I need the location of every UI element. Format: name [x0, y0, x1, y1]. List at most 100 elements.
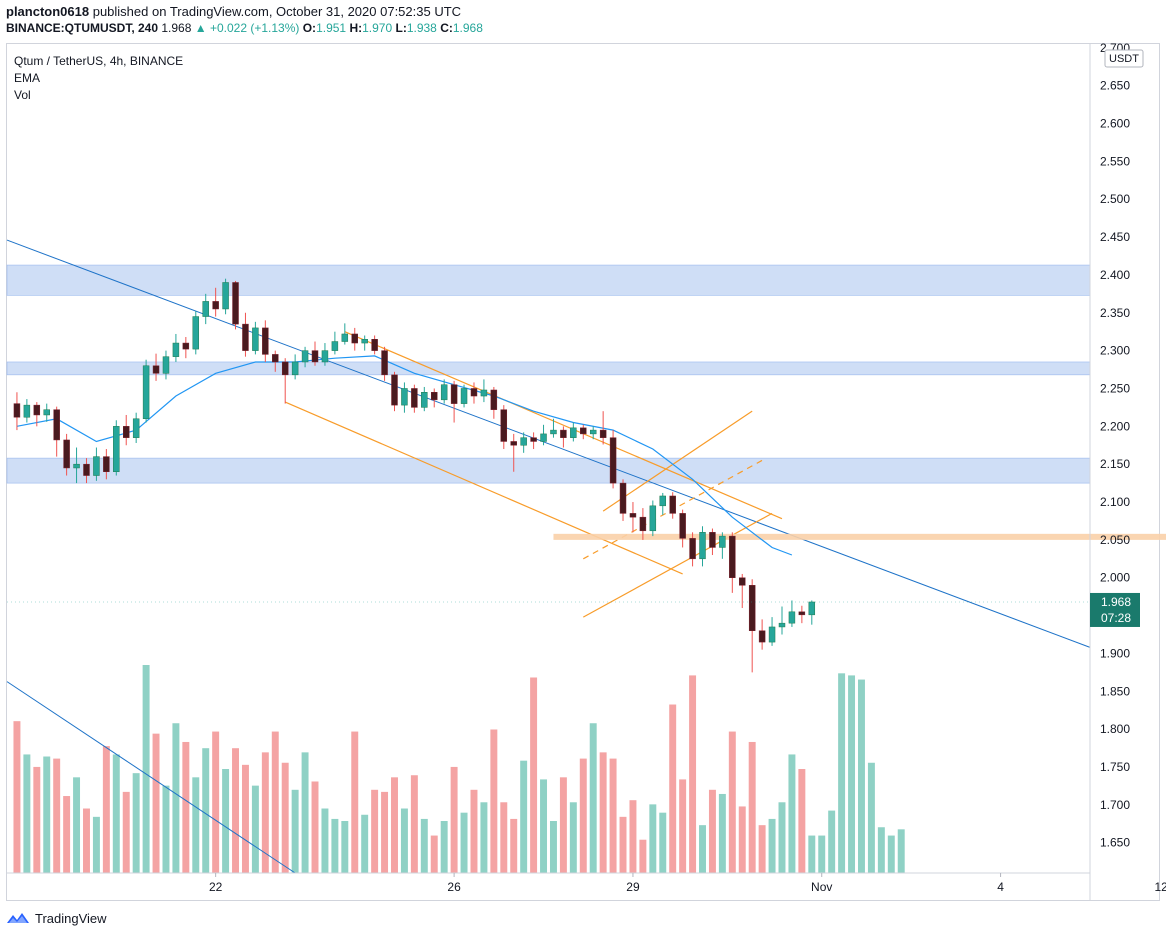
- price-tick-label: 1.900: [1100, 646, 1130, 660]
- volume-bar: [222, 769, 230, 873]
- candle: [709, 528, 716, 556]
- time-tick-label: 26: [447, 880, 461, 894]
- candle: [530, 432, 537, 450]
- volume-bar: [13, 721, 21, 873]
- price-tick-label: 2.250: [1100, 381, 1130, 395]
- volume-bar: [768, 818, 776, 873]
- volume-trendline-segment: [6, 681, 296, 874]
- candle-body: [192, 316, 200, 350]
- candle-body: [440, 384, 448, 401]
- low-value: 1.938: [406, 21, 437, 35]
- candle-body: [550, 429, 557, 435]
- price-tick-label: 2.200: [1100, 419, 1130, 433]
- footer-brand[interactable]: TradingView: [6, 910, 107, 926]
- candle-body: [73, 463, 80, 469]
- candle-body: [232, 282, 239, 325]
- candle: [272, 350, 279, 372]
- candle: [778, 606, 786, 635]
- volume-bar: [261, 752, 269, 873]
- price-chart[interactable]: 1.6501.7001.7501.8001.8501.9001.9502.000…: [0, 0, 1166, 905]
- candle: [570, 422, 577, 442]
- price-tick-label: 2.600: [1100, 116, 1130, 130]
- support-resistance-zones: [6, 264, 1091, 484]
- price-tick-label: 2.300: [1100, 344, 1130, 358]
- time-tick-label: 12:00: [1154, 880, 1166, 894]
- candle: [470, 382, 478, 404]
- candle: [222, 278, 229, 315]
- candle: [192, 311, 200, 355]
- candle-body: [679, 513, 686, 539]
- volume-bar: [102, 746, 110, 873]
- legend-vol[interactable]: Vol: [14, 88, 31, 102]
- candle-body: [589, 429, 597, 435]
- candle-body: [301, 350, 309, 363]
- author-name[interactable]: plancton0618: [6, 4, 90, 19]
- volume-bar: [559, 777, 567, 873]
- candle-body: [609, 437, 617, 484]
- candle: [440, 379, 448, 404]
- candle-body: [53, 409, 60, 441]
- candle: [431, 388, 438, 408]
- volume-bar: [331, 818, 339, 873]
- candle: [480, 379, 488, 403]
- volume-bar: [361, 814, 369, 873]
- price-tick-label: 2.150: [1100, 457, 1130, 471]
- candle: [13, 392, 21, 431]
- candle: [659, 492, 666, 515]
- legend-ema[interactable]: EMA: [14, 71, 40, 85]
- candle-body: [281, 361, 289, 376]
- volume-bar: [92, 816, 100, 873]
- candle-body: [391, 374, 398, 406]
- candle-body: [371, 339, 378, 351]
- last-price-badge-box: [1090, 592, 1140, 627]
- price-change: +0.022 (+1.13%): [209, 21, 300, 35]
- candle: [152, 353, 160, 381]
- price-axis: 1.6501.7001.7501.8001.8501.9001.9502.000…: [1089, 41, 1144, 901]
- ema-polyline: [16, 355, 793, 556]
- last-price-badge: 1.968 07:28: [1090, 592, 1140, 627]
- high-value: 1.970: [362, 21, 393, 35]
- volume-bar: [241, 764, 249, 873]
- candle: [331, 331, 339, 355]
- last-price-value: 1.968: [1101, 595, 1131, 609]
- candle: [351, 327, 358, 351]
- volume-bar: [669, 704, 677, 873]
- price-tick-label: 2.400: [1100, 268, 1130, 282]
- zone-1: [6, 361, 1091, 376]
- volume-bar: [689, 675, 697, 873]
- volume-bar: [341, 821, 349, 873]
- candle: [560, 426, 567, 448]
- candle: [649, 500, 657, 537]
- candle: [262, 320, 269, 362]
- candle-body: [381, 350, 388, 376]
- candle-body: [540, 433, 547, 442]
- candle-body: [699, 532, 706, 560]
- volume-bar: [530, 677, 538, 873]
- volume-bar: [848, 675, 856, 873]
- volume-bar: [758, 825, 766, 873]
- volume-bar: [291, 789, 299, 873]
- chart-frame[interactable]: [6, 43, 1160, 901]
- price-tick-label: 1.650: [1100, 836, 1130, 850]
- volume-bar: [569, 802, 577, 873]
- volume-bar: [420, 818, 428, 873]
- volume-bar: [281, 762, 289, 873]
- volume-bar: [63, 796, 71, 873]
- candle: [23, 399, 31, 423]
- volume-bar: [798, 769, 806, 873]
- candle: [609, 430, 617, 489]
- candle: [232, 280, 239, 330]
- candle-body: [262, 327, 269, 355]
- price-tick-label: 2.350: [1100, 306, 1130, 320]
- candle: [768, 617, 776, 646]
- candle-body: [768, 626, 776, 643]
- time-tick-label: 29: [626, 880, 640, 894]
- volume-bar: [857, 679, 865, 873]
- candle-body: [113, 426, 120, 472]
- candle-body: [739, 577, 746, 586]
- candle: [301, 346, 309, 368]
- candle: [619, 479, 627, 521]
- candle-body: [580, 427, 587, 435]
- candle-body: [719, 535, 726, 548]
- volume-bar: [540, 779, 548, 873]
